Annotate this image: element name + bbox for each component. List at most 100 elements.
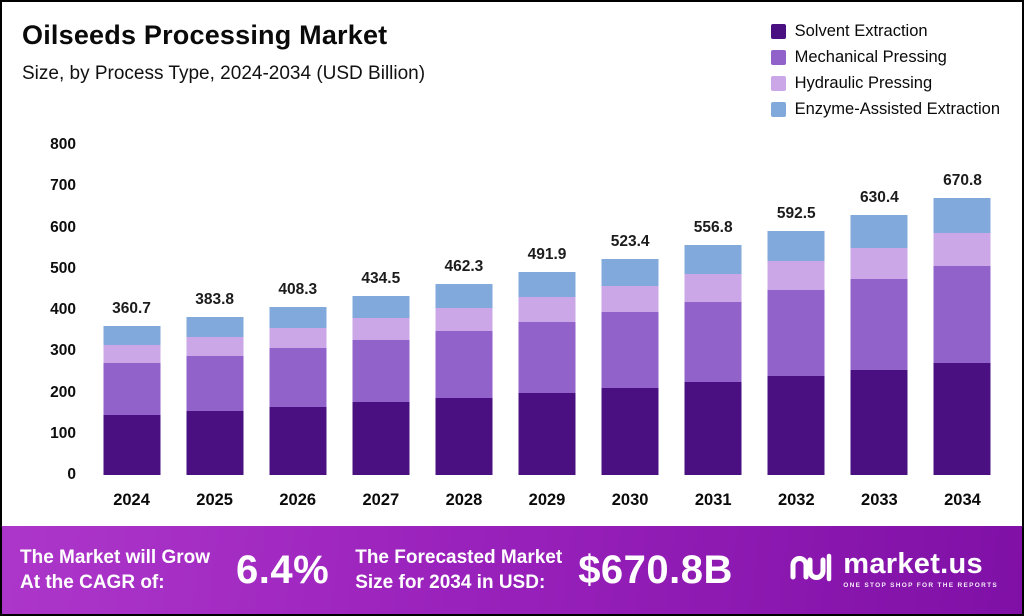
x-label-2034: 2034 xyxy=(944,491,981,509)
segment-enzyme-assisted-extraction-2033[interactable] xyxy=(850,215,908,248)
segment-hydraulic-pressing-2031[interactable] xyxy=(684,274,742,302)
bar-column-2026: 408.3 xyxy=(256,145,339,475)
x-label-2026: 2026 xyxy=(279,491,317,509)
segment-enzyme-assisted-extraction-2032[interactable] xyxy=(767,230,825,262)
segment-solvent-extraction-2028[interactable] xyxy=(435,397,493,475)
segment-mechanical-pressing-2025[interactable] xyxy=(186,355,244,411)
bar-2024[interactable] xyxy=(103,326,161,475)
cagr-caption: The Market will Grow At the CAGR of: xyxy=(20,545,210,595)
cagr-caption-line2: At the CAGR of: xyxy=(20,572,165,593)
segment-enzyme-assisted-extraction-2029[interactable] xyxy=(518,272,576,298)
legend-item-hydraulic-pressing: Hydraulic Pressing xyxy=(770,74,1000,93)
legend-label: Enzyme-Assisted Extraction xyxy=(794,100,1000,118)
segment-mechanical-pressing-2033[interactable] xyxy=(850,278,908,370)
bar-2025[interactable] xyxy=(186,316,244,475)
segment-hydraulic-pressing-2034[interactable] xyxy=(933,232,991,267)
x-label-2024: 2024 xyxy=(113,491,150,509)
segment-solvent-extraction-2029[interactable] xyxy=(518,392,576,475)
bar-2029[interactable] xyxy=(518,272,576,475)
segment-mechanical-pressing-2034[interactable] xyxy=(933,266,991,363)
bar-2034[interactable] xyxy=(933,198,991,475)
x-label-2029: 2029 xyxy=(528,491,566,509)
segment-mechanical-pressing-2028[interactable] xyxy=(435,331,493,398)
y-tick-200: 200 xyxy=(50,383,76,401)
segment-mechanical-pressing-2032[interactable] xyxy=(767,290,825,376)
legend-swatch-hydraulic-pressing xyxy=(770,76,786,91)
segment-solvent-extraction-2031[interactable] xyxy=(684,381,742,475)
total-label-2033: 630.4 xyxy=(859,188,899,206)
cagr-value: 6.4% xyxy=(236,547,330,592)
brand-tagline: ONE STOP SHOP FOR THE REPORTS xyxy=(843,582,998,590)
total-label-2032: 592.5 xyxy=(776,204,816,222)
legend-item-solvent-extraction: Solvent Extraction xyxy=(770,22,1000,41)
bar-2026[interactable] xyxy=(269,306,327,475)
segment-solvent-extraction-2027[interactable] xyxy=(352,402,410,475)
forecast-caption-line1: The Forecasted Market xyxy=(355,546,563,568)
y-tick-400: 400 xyxy=(50,301,76,318)
segment-enzyme-assisted-extraction-2027[interactable] xyxy=(352,295,410,319)
legend-item-mechanical-pressing: Mechanical Pressing xyxy=(770,48,1000,67)
bar-2031[interactable] xyxy=(684,245,742,475)
bar-column-2029: 491.9 xyxy=(505,145,588,475)
total-label-2029: 491.9 xyxy=(527,246,567,264)
segment-mechanical-pressing-2024[interactable] xyxy=(103,362,161,415)
bar-column-2024: 360.7 xyxy=(90,145,173,475)
legend-swatch-mechanical-pressing xyxy=(770,50,786,65)
segment-hydraulic-pressing-2025[interactable] xyxy=(186,336,244,356)
segment-hydraulic-pressing-2030[interactable] xyxy=(601,286,659,312)
brand-logo[interactable]: market.us ONE STOP SHOP FOR THE REPORTS xyxy=(789,550,998,591)
segment-enzyme-assisted-extraction-2026[interactable] xyxy=(269,306,327,328)
brand-text: market.us ONE STOP SHOP FOR THE REPORTS xyxy=(843,550,998,590)
total-label-2026: 408.3 xyxy=(278,280,318,298)
bar-column-2025: 383.8 xyxy=(173,145,256,475)
bar-2028[interactable] xyxy=(435,284,493,475)
segment-solvent-extraction-2033[interactable] xyxy=(850,369,908,475)
y-tick-500: 500 xyxy=(50,259,76,277)
bar-column-2034: 670.8 xyxy=(921,145,1004,475)
segment-hydraulic-pressing-2032[interactable] xyxy=(767,261,825,291)
segment-mechanical-pressing-2027[interactable] xyxy=(352,339,410,403)
segment-enzyme-assisted-extraction-2024[interactable] xyxy=(103,326,161,345)
bar-2032[interactable] xyxy=(767,230,825,475)
segment-solvent-extraction-2032[interactable] xyxy=(767,376,825,475)
bar-column-2031: 556.8 xyxy=(672,145,755,475)
segment-enzyme-assisted-extraction-2025[interactable] xyxy=(186,316,244,337)
segment-hydraulic-pressing-2024[interactable] xyxy=(103,344,161,363)
segment-mechanical-pressing-2031[interactable] xyxy=(684,301,742,382)
x-label-2033: 2033 xyxy=(861,491,898,509)
page-subtitle: Size, by Process Type, 2024-2034 (USD Bi… xyxy=(22,63,426,84)
segment-enzyme-assisted-extraction-2028[interactable] xyxy=(435,284,493,309)
segment-mechanical-pressing-2029[interactable] xyxy=(518,321,576,393)
segment-hydraulic-pressing-2027[interactable] xyxy=(352,318,410,340)
segment-solvent-extraction-2025[interactable] xyxy=(186,410,244,475)
x-label-2030: 2030 xyxy=(611,491,649,509)
total-label-2034: 670.8 xyxy=(943,172,982,190)
total-label-2031: 556.8 xyxy=(693,219,733,237)
segment-hydraulic-pressing-2026[interactable] xyxy=(269,327,327,348)
segment-solvent-extraction-2024[interactable] xyxy=(103,414,161,475)
segment-solvent-extraction-2034[interactable] xyxy=(933,362,991,475)
total-label-2024: 360.7 xyxy=(112,300,151,318)
y-tick-100: 100 xyxy=(50,424,76,442)
bar-2033[interactable] xyxy=(850,215,908,475)
y-tick-800: 800 xyxy=(50,136,76,153)
segment-mechanical-pressing-2026[interactable] xyxy=(269,347,327,407)
bar-2030[interactable] xyxy=(601,259,659,475)
segment-hydraulic-pressing-2029[interactable] xyxy=(518,297,576,322)
cagr-caption-line1: The Market will Grow xyxy=(20,546,211,568)
segment-enzyme-assisted-extraction-2031[interactable] xyxy=(684,245,742,275)
forecast-caption-line2: Size for 2034 in USD: xyxy=(355,572,546,593)
total-label-2030: 523.4 xyxy=(610,233,650,251)
segment-hydraulic-pressing-2033[interactable] xyxy=(850,247,908,279)
bar-2027[interactable] xyxy=(352,295,410,475)
segment-mechanical-pressing-2030[interactable] xyxy=(601,312,659,388)
segment-enzyme-assisted-extraction-2030[interactable] xyxy=(601,259,659,287)
segment-hydraulic-pressing-2028[interactable] xyxy=(435,308,493,332)
footer-banner: The Market will Grow At the CAGR of: 6.4… xyxy=(2,526,1022,614)
legend-label: Mechanical Pressing xyxy=(794,48,947,66)
segment-solvent-extraction-2026[interactable] xyxy=(269,406,327,475)
segment-enzyme-assisted-extraction-2034[interactable] xyxy=(933,198,991,233)
segment-solvent-extraction-2030[interactable] xyxy=(601,387,659,475)
legend-item-enzyme-assisted-extraction: Enzyme-Assisted Extraction xyxy=(770,100,1000,119)
